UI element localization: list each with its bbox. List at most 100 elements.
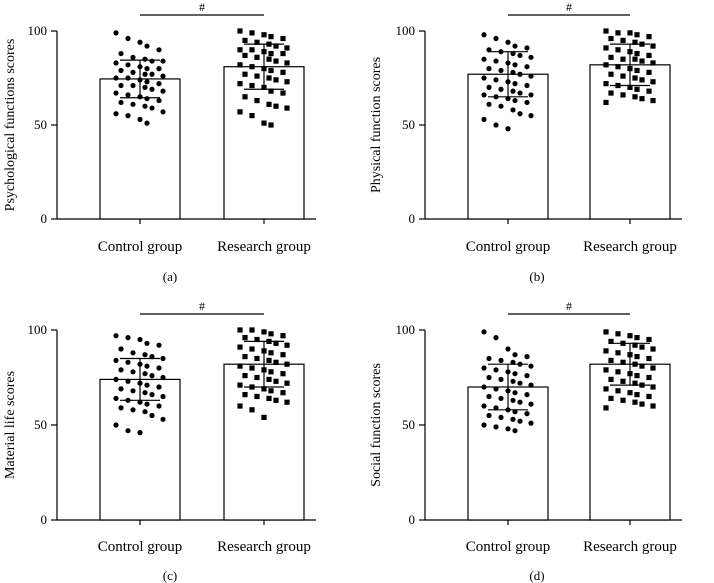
data-point xyxy=(632,75,638,81)
data-point xyxy=(528,73,534,79)
data-point xyxy=(603,329,609,335)
data-point xyxy=(603,81,609,87)
data-point xyxy=(113,90,119,96)
data-point xyxy=(528,54,534,60)
data-point xyxy=(646,393,652,400)
data-point xyxy=(280,69,286,75)
data-point xyxy=(254,39,260,45)
data-point xyxy=(615,369,621,375)
data-point xyxy=(646,88,652,94)
data-point xyxy=(627,84,633,90)
category-label: Research group xyxy=(583,239,677,255)
data-point xyxy=(481,403,487,409)
data-point xyxy=(493,122,499,128)
data-point xyxy=(528,92,534,98)
data-point xyxy=(242,354,248,360)
data-point xyxy=(125,428,131,434)
data-point xyxy=(603,99,609,106)
data-point xyxy=(481,56,487,62)
data-point xyxy=(528,401,534,407)
data-point xyxy=(118,67,124,74)
data-point xyxy=(632,94,638,100)
data-point xyxy=(149,71,155,77)
data-point xyxy=(125,75,131,81)
data-point xyxy=(486,84,492,90)
data-point xyxy=(273,58,279,64)
data-point xyxy=(528,420,534,426)
data-point xyxy=(524,45,530,51)
data-point xyxy=(144,66,150,72)
data-point xyxy=(493,58,499,64)
data-point xyxy=(160,393,166,400)
data-point xyxy=(284,342,290,348)
data-point xyxy=(118,367,124,373)
data-point xyxy=(528,382,534,388)
data-point xyxy=(486,393,492,400)
data-point xyxy=(142,371,148,377)
data-point xyxy=(284,105,290,111)
data-point xyxy=(118,82,124,89)
data-point xyxy=(650,97,656,104)
data-point xyxy=(505,426,511,432)
data-point xyxy=(284,380,290,386)
data-point xyxy=(113,60,119,66)
data-point xyxy=(156,97,162,104)
data-point xyxy=(284,45,290,51)
data-point xyxy=(517,418,523,424)
data-point xyxy=(634,67,640,74)
data-point xyxy=(113,357,119,363)
data-point xyxy=(620,397,626,403)
data-point xyxy=(130,54,136,60)
data-point xyxy=(125,62,131,68)
data-point xyxy=(615,47,621,53)
data-point xyxy=(261,414,267,420)
y-axis-label: Material life scores xyxy=(3,371,18,479)
data-point xyxy=(284,361,290,367)
y-axis-label: Social function scores xyxy=(369,363,384,487)
data-point xyxy=(517,52,523,59)
data-point xyxy=(650,43,656,49)
data-point xyxy=(608,395,614,401)
data-point xyxy=(149,392,155,398)
data-point xyxy=(498,395,504,401)
data-point xyxy=(524,99,530,106)
y-tick-label: 0 xyxy=(409,211,416,226)
data-point xyxy=(481,32,487,38)
y-tick-label: 100 xyxy=(396,322,416,337)
data-point xyxy=(486,355,492,362)
data-point xyxy=(481,92,487,98)
significance-mark: # xyxy=(199,0,205,14)
data-point xyxy=(620,92,626,98)
data-point xyxy=(118,405,124,411)
data-point xyxy=(512,371,518,377)
data-point xyxy=(149,412,155,419)
data-point xyxy=(149,58,155,64)
data-point xyxy=(603,348,609,354)
data-point xyxy=(144,382,150,388)
y-axis-label: Physical function scores xyxy=(369,57,384,193)
data-point xyxy=(280,371,286,377)
chart-panel: 0 50 100 Material life scores Control group R… xyxy=(3,299,316,583)
data-point xyxy=(130,101,136,107)
data-point xyxy=(632,342,638,348)
data-point xyxy=(156,365,162,371)
data-point xyxy=(481,75,487,81)
data-point xyxy=(650,365,656,371)
data-point xyxy=(118,346,124,352)
data-point xyxy=(650,79,656,85)
data-point xyxy=(524,64,530,70)
data-point xyxy=(137,116,143,122)
data-point xyxy=(268,88,274,94)
data-point xyxy=(510,69,516,75)
data-point xyxy=(113,395,119,401)
data-point xyxy=(268,331,274,337)
panel-label: (c) xyxy=(163,568,177,583)
data-point xyxy=(125,335,131,341)
data-point xyxy=(144,363,150,369)
data-point xyxy=(639,96,645,102)
data-point xyxy=(608,71,614,77)
significance-mark: # xyxy=(566,0,572,14)
y-tick-label: 100 xyxy=(28,322,48,337)
data-point xyxy=(620,56,626,62)
